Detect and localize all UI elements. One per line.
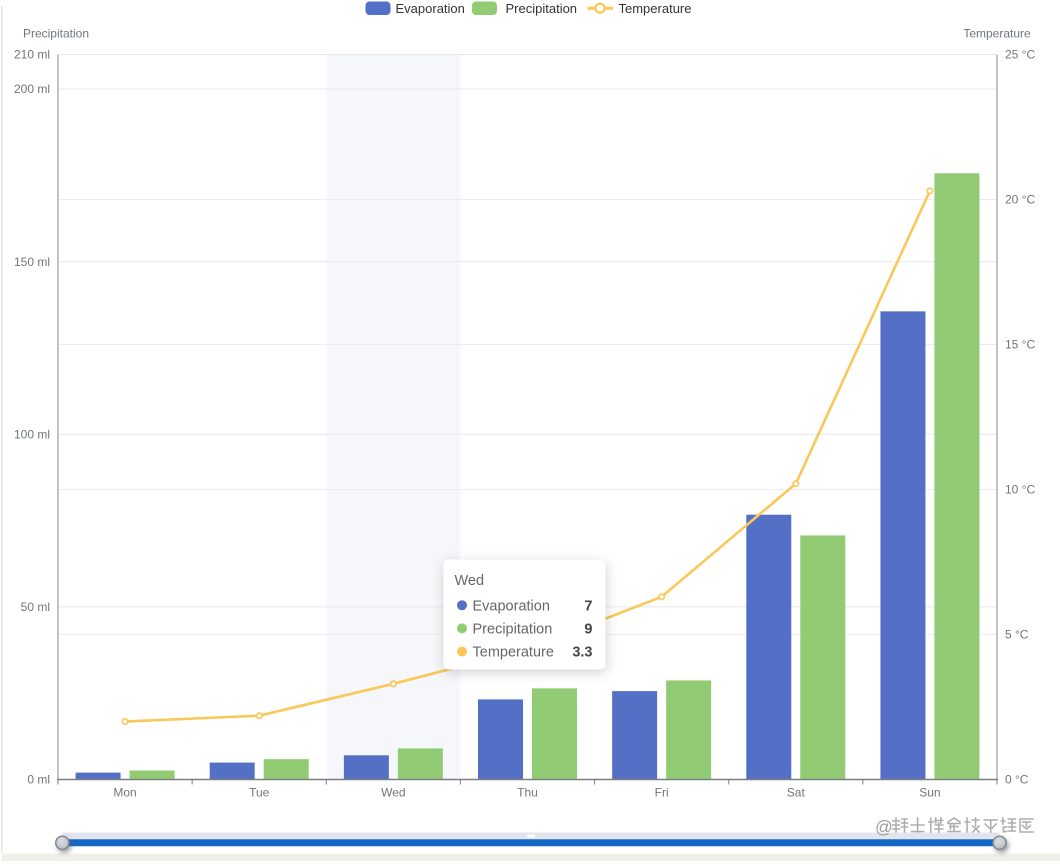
svg-text:Evaporation: Evaporation xyxy=(473,598,550,614)
svg-text:Temperature: Temperature xyxy=(619,1,692,16)
svg-text:7: 7 xyxy=(584,598,592,614)
svg-text:Wed: Wed xyxy=(381,786,405,800)
svg-text:Precipitation: Precipitation xyxy=(506,1,578,16)
svg-text:Temperature: Temperature xyxy=(473,645,554,661)
svg-text:25 °C: 25 °C xyxy=(1005,48,1035,62)
svg-text:20 °C: 20 °C xyxy=(1005,193,1035,207)
svg-text:Temperature: Temperature xyxy=(963,27,1031,41)
svg-text:0 ml: 0 ml xyxy=(27,773,50,787)
svg-text:@: @ xyxy=(875,817,893,837)
svg-text:Fri: Fri xyxy=(655,786,669,800)
svg-text:Precipitation: Precipitation xyxy=(23,27,89,41)
svg-text:Precipitation: Precipitation xyxy=(473,621,553,637)
svg-text:200 ml: 200 ml xyxy=(14,82,50,96)
svg-text:9: 9 xyxy=(584,621,592,637)
svg-text:5 °C: 5 °C xyxy=(1005,628,1029,642)
svg-text:10 °C: 10 °C xyxy=(1005,483,1035,497)
svg-text:Tue: Tue xyxy=(249,786,270,800)
svg-text:Wed: Wed xyxy=(455,573,485,589)
svg-text:100 ml: 100 ml xyxy=(14,427,50,441)
svg-text:50 ml: 50 ml xyxy=(21,600,50,614)
svg-text:0 °C: 0 °C xyxy=(1005,773,1029,787)
svg-text:Sat: Sat xyxy=(787,786,806,800)
svg-text:Mon: Mon xyxy=(113,786,136,800)
svg-text:Evaporation: Evaporation xyxy=(396,1,465,16)
svg-text:Sun: Sun xyxy=(919,786,940,800)
svg-text:3.3: 3.3 xyxy=(572,645,592,661)
svg-text:210 ml: 210 ml xyxy=(14,48,50,62)
svg-text:15 °C: 15 °C xyxy=(1005,338,1035,352)
svg-text:Thu: Thu xyxy=(517,786,538,800)
svg-text:150 ml: 150 ml xyxy=(14,255,50,269)
